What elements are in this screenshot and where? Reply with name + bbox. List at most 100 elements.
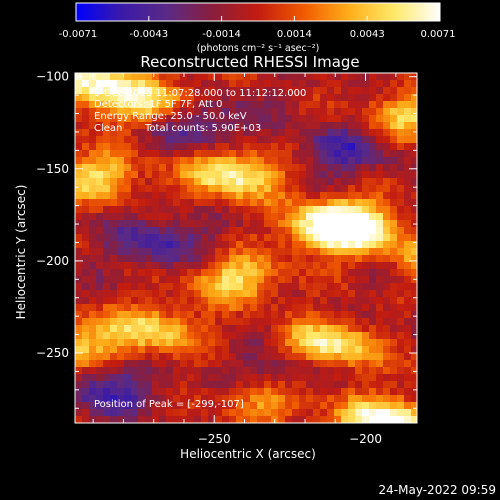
heatmap-cell — [390, 94, 398, 102]
heatmap-cell — [362, 150, 370, 158]
heatmap-cell — [369, 353, 377, 361]
heatmap-cell — [348, 157, 356, 165]
heatmap-cell — [313, 325, 321, 333]
heatmap-cell — [271, 227, 279, 235]
heatmap-cell — [75, 136, 83, 144]
heatmap-cell — [166, 122, 174, 130]
heatmap-cell — [243, 150, 251, 158]
heatmap-cell — [187, 199, 195, 207]
heatmap-cell — [341, 129, 349, 137]
heatmap-cell — [222, 101, 230, 109]
heatmap-cell — [229, 367, 237, 375]
heatmap-cell — [334, 192, 342, 200]
heatmap-cell — [173, 150, 181, 158]
heatmap-cell — [124, 185, 132, 193]
heatmap-cell — [124, 94, 132, 102]
heatmap-cell — [208, 402, 216, 410]
heatmap-cell — [173, 402, 181, 410]
heatmap-cell — [229, 255, 237, 263]
heatmap-cell — [229, 178, 237, 186]
heatmap-cell — [152, 115, 160, 123]
heatmap-cell — [75, 122, 83, 130]
heatmap-cell — [348, 199, 356, 207]
heatmap-cell — [348, 206, 356, 214]
heatmap-cell — [89, 283, 97, 291]
heatmap-cell — [159, 87, 167, 95]
heatmap-cell — [187, 129, 195, 137]
heatmap-cell — [348, 269, 356, 277]
heatmap-cell — [362, 262, 370, 270]
heatmap-cell — [362, 395, 370, 403]
heatmap-cell — [257, 136, 265, 144]
heatmap-cell — [124, 360, 132, 368]
heatmap-cell — [397, 318, 405, 326]
heatmap-cell — [404, 346, 412, 354]
heatmap-cell — [313, 402, 321, 410]
heatmap-cell — [390, 311, 398, 319]
heatmap-cell — [222, 220, 230, 228]
heatmap-cell — [180, 332, 188, 340]
heatmap-cell — [117, 388, 125, 396]
heatmap-cell — [355, 304, 363, 312]
heatmap-cell — [236, 248, 244, 256]
heatmap-cell — [173, 129, 181, 137]
colorbar: -0.0071 -0.0043 -0.0014 0.0014 0.0043 0.0071 … — [59, 2, 456, 54]
heatmap-cell — [187, 192, 195, 200]
heatmap-cell — [313, 143, 321, 151]
heatmap-cell — [152, 381, 160, 389]
heatmap-cell — [89, 87, 97, 95]
heatmap-cell — [348, 409, 356, 417]
heatmap-cell — [201, 297, 209, 305]
heatmap-cell — [145, 409, 153, 417]
heatmap-cell — [152, 269, 160, 277]
heatmap-cell — [306, 206, 314, 214]
heatmap-cell — [222, 234, 230, 242]
heatmap-cell — [376, 409, 384, 417]
heatmap-cell — [236, 311, 244, 319]
heatmap-cell — [145, 241, 153, 249]
heatmap-cell — [131, 360, 139, 368]
heatmap-cell — [138, 269, 146, 277]
heatmap-cell — [103, 283, 111, 291]
heatmap-cell — [194, 206, 202, 214]
heatmap-cell — [187, 409, 195, 417]
heatmap-cell — [320, 101, 328, 109]
heatmap-cell — [89, 332, 97, 340]
heatmap-cell — [180, 360, 188, 368]
heatmap-cell — [201, 87, 209, 95]
heatmap-cell — [75, 318, 83, 326]
heatmap-cell — [250, 269, 258, 277]
heatmap-cell — [320, 402, 328, 410]
heatmap-cell — [341, 234, 349, 242]
heatmap-cell — [376, 185, 384, 193]
heatmap-cell — [131, 164, 139, 172]
heatmap-cell — [222, 255, 230, 263]
heatmap-cell — [194, 122, 202, 130]
colorbar-ticks: -0.0071 -0.0043 -0.0014 0.0014 0.0043 0.0071 — [59, 16, 456, 40]
heatmap-cell — [271, 129, 279, 137]
heatmap-cell — [257, 129, 265, 137]
heatmap-cell — [180, 367, 188, 375]
heatmap-cell — [383, 325, 391, 333]
heatmap-cell — [103, 311, 111, 319]
heatmap-cell — [320, 248, 328, 256]
heatmap-cell — [201, 367, 209, 375]
heatmap-cell — [411, 395, 417, 403]
heatmap-cell — [376, 395, 384, 403]
heatmap-cell — [110, 248, 118, 256]
heatmap-cell — [117, 290, 125, 298]
heatmap-cell — [173, 276, 181, 284]
heatmap-cell — [243, 213, 251, 221]
heatmap-cell — [103, 332, 111, 340]
heatmap-cell — [82, 234, 90, 242]
heatmap-cell — [313, 101, 321, 109]
heatmap-cell — [229, 346, 237, 354]
heatmap-cell — [243, 87, 251, 95]
heatmap-cell — [264, 164, 272, 172]
heatmap-cell — [82, 283, 90, 291]
heatmap-cell — [327, 192, 335, 200]
heatmap-cell — [131, 381, 139, 389]
heatmap-cell — [355, 388, 363, 396]
heatmap-cell — [180, 115, 188, 123]
heatmap-cell — [313, 157, 321, 165]
